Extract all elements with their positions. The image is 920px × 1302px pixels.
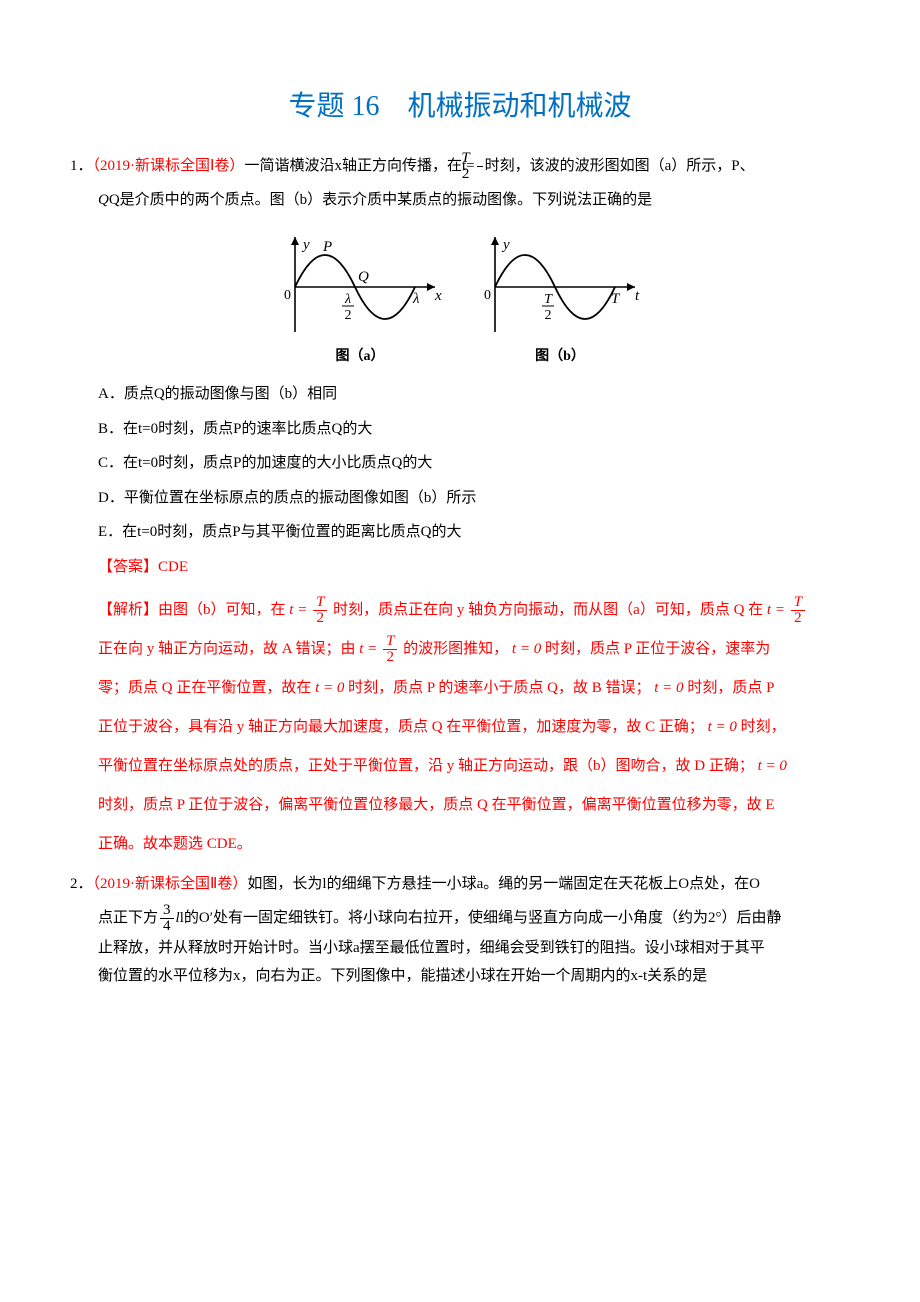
origin-label: 0 <box>284 288 291 303</box>
figure-b-svg: y 0 T 2 T t <box>475 227 645 342</box>
figure-a: y P Q 0 λ 2 λ x 图（a） <box>275 227 445 371</box>
stem-text: 如图，长为l的细绳下方悬挂一小球a。绳的另一端固定在天花板上O点处，在O <box>247 876 760 892</box>
problem-source: （2019·新课标全国Ⅱ卷） <box>93 876 248 892</box>
problem-2-stem-line3: 止释放，并从释放时开始计时。当小球a摆至最低位置时，细绳会受到铁钉的阻挡。设小球… <box>70 934 850 963</box>
explanation-label: 【解析】 <box>98 602 158 618</box>
page-title: 专题 16 机械振动和机械波 <box>70 80 850 133</box>
figure-a-caption: 图（a） <box>275 344 445 371</box>
svg-text:λ: λ <box>412 291 420 307</box>
point-P-label: P <box>322 239 332 255</box>
t-axis-label: t <box>635 288 640 304</box>
svg-text:T: T <box>544 292 553 307</box>
stem-text: 时刻，该波的波形图如图（a）所示，P、 <box>485 158 755 174</box>
answer-value: CDE <box>158 559 188 575</box>
problem-number: 2． <box>70 876 93 892</box>
choice-C: C．在t=0时刻，质点P的加速度的大小比质点Q的大 <box>70 449 850 478</box>
svg-text:T: T <box>611 291 621 307</box>
fraction-3-4: 34 <box>160 903 174 934</box>
choice-A: A．质点Q的振动图像与图（b）相同 <box>70 380 850 409</box>
figure-a-svg: y P Q 0 λ 2 λ x <box>275 227 445 342</box>
fraction-t-over-2: T2 <box>477 151 483 182</box>
explanation: 【解析】由图（b）可知，在 t = T2 时刻，质点正在向 y 轴负方向振动，而… <box>70 591 850 864</box>
x-axis-label: x <box>434 288 442 304</box>
choice-E: E．在t=0时刻，质点P与其平衡位置的距离比质点Q的大 <box>70 518 850 547</box>
problem-1-stem-line2: QQ是介质中的两个质点。图（b）表示介质中某质点的振动图像。下列说法正确的是 <box>70 186 850 215</box>
problem-number: 1． <box>70 158 93 174</box>
figures-row: y P Q 0 λ 2 λ x 图（a） y 0 T 2 T t <box>70 227 850 371</box>
point-Q-label: Q <box>358 269 369 285</box>
figure-b-caption: 图（b） <box>475 344 645 371</box>
problem-source: （2019·新课标全国Ⅰ卷） <box>93 158 245 174</box>
stem-text: 一简谐横波沿x轴正方向传播，在t= <box>244 158 474 174</box>
y-axis-label: y <box>501 237 510 253</box>
problem-1-stem-line1: 1．（2019·新课标全国Ⅰ卷）一简谐横波沿x轴正方向传播，在t=T2时刻，该波… <box>70 151 850 182</box>
figure-b: y 0 T 2 T t 图（b） <box>475 227 645 371</box>
choice-D: D．平衡位置在坐标原点的质点的振动图像如图（b）所示 <box>70 484 850 513</box>
svg-text:2: 2 <box>345 308 352 323</box>
problem-2-stem-line2: 点正下方34ll的O′处有一固定细铁钉。将小球向右拉开，使细绳与竖直方向成一小角… <box>70 903 850 934</box>
svg-text:2: 2 <box>545 308 552 323</box>
origin-label: 0 <box>484 288 491 303</box>
choice-B: B．在t=0时刻，质点P的速率比质点Q的大 <box>70 415 850 444</box>
answer-line: 【答案】CDE <box>70 553 850 582</box>
stem-text: Q是介质中的两个质点。图（b）表示介质中某质点的振动图像。下列说法正确的是 <box>109 192 652 208</box>
y-axis-label: y <box>301 237 310 253</box>
svg-text:λ: λ <box>344 292 351 307</box>
problem-2-stem-line4: 衡位置的水平位移为x，向右为正。下列图像中，能描述小球在开始一个周期内的x-t关… <box>70 962 850 991</box>
answer-label: 【答案】 <box>98 559 158 575</box>
problem-2-stem-line1: 2．（2019·新课标全国Ⅱ卷）如图，长为l的细绳下方悬挂一小球a。绳的另一端固… <box>70 870 850 899</box>
